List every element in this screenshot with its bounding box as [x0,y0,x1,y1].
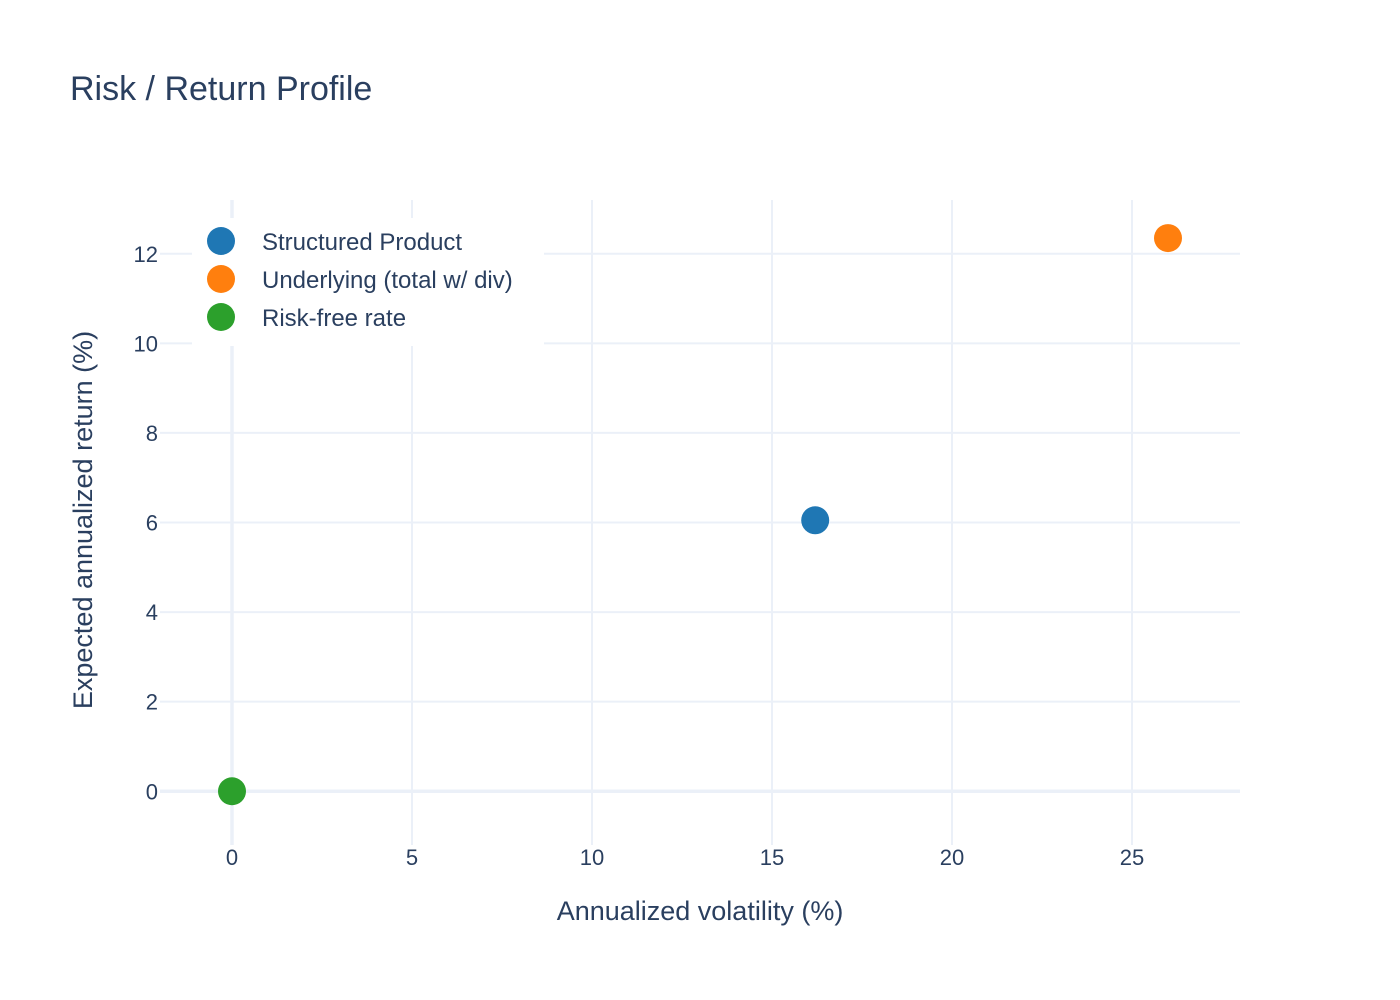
legend-marker[interactable] [207,303,235,331]
y-tick-label: 6 [146,511,158,536]
chart-title: Risk / Return Profile [70,70,372,108]
y-tick-label: 2 [146,690,158,715]
legend-marker[interactable] [207,227,235,255]
legend[interactable]: Structured Product Underlying (total w/ d… [192,218,544,346]
data-point[interactable] [1154,224,1182,253]
legend-label[interactable]: Risk-free rate [262,305,406,332]
tick-labels: 0 5 10 15 20 25 0 2 4 6 8 10 12 [134,242,1145,870]
data-point[interactable] [801,506,830,535]
y-tick-label: 0 [146,779,158,804]
y-tick-label: 4 [146,600,158,625]
legend-background [192,218,544,346]
data-point[interactable] [218,777,246,806]
legend-marker[interactable] [207,265,235,293]
y-tick-label: 8 [146,421,158,446]
x-tick-label: 10 [580,845,604,870]
x-tick-label: 20 [940,845,964,870]
y-tick-label: 10 [134,331,158,356]
x-axis-title: Annualized volatility (%) [557,896,844,926]
x-tick-label: 0 [226,845,238,870]
x-tick-label: 15 [760,845,784,870]
legend-label[interactable]: Underlying (total w/ div) [262,267,513,294]
x-tick-label: 5 [406,845,418,870]
data-points [218,224,1182,806]
y-axis-title: Expected annualized return (%) [68,331,98,709]
y-tick-label: 12 [134,242,158,267]
legend-label[interactable]: Structured Product [262,229,462,256]
x-tick-label: 25 [1120,845,1144,870]
